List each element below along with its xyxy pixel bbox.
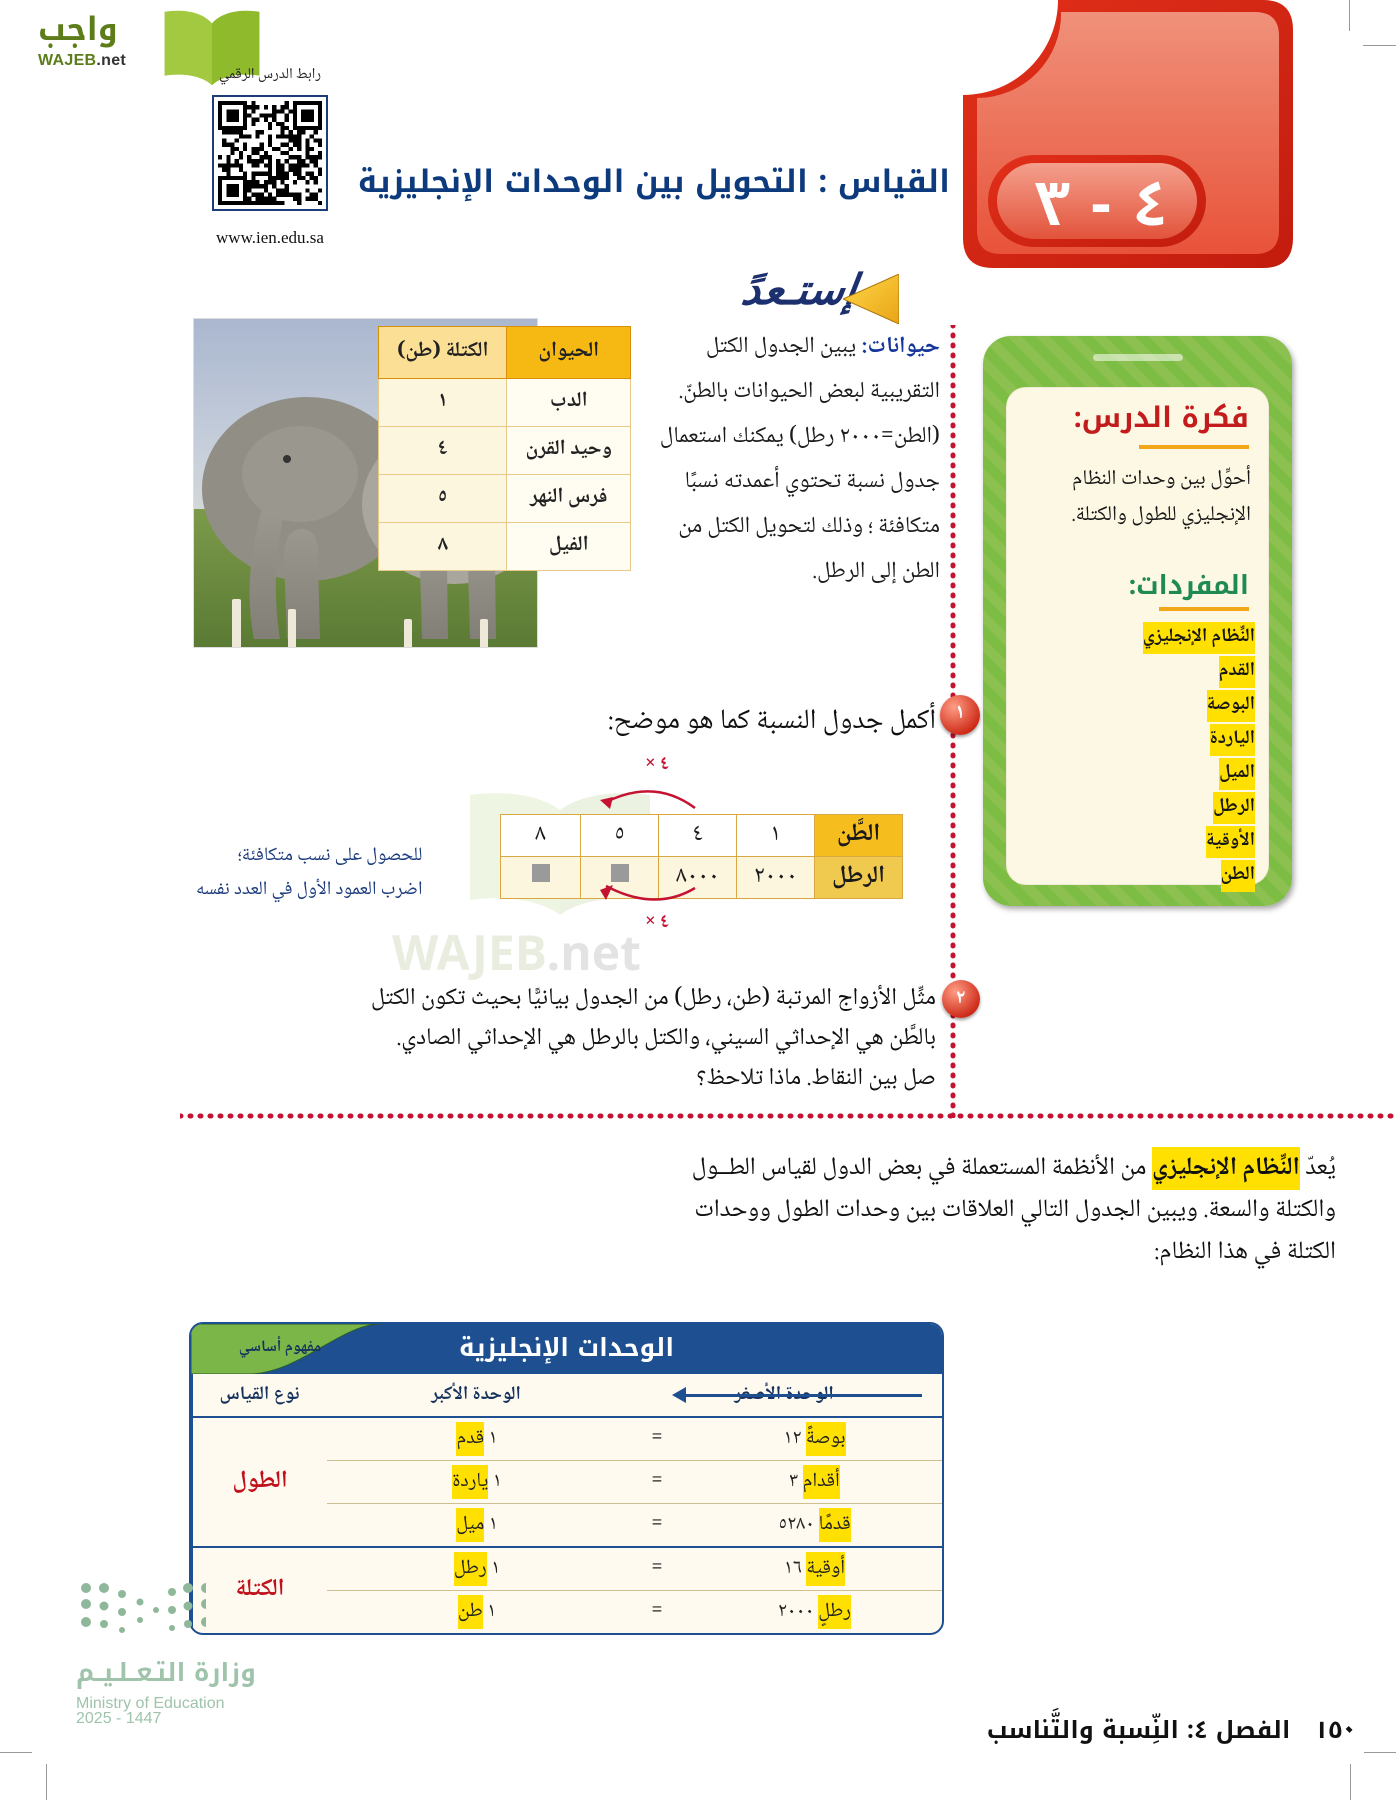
svg-text:٤ - ٣: ٤ - ٣: [1034, 147, 1167, 264]
